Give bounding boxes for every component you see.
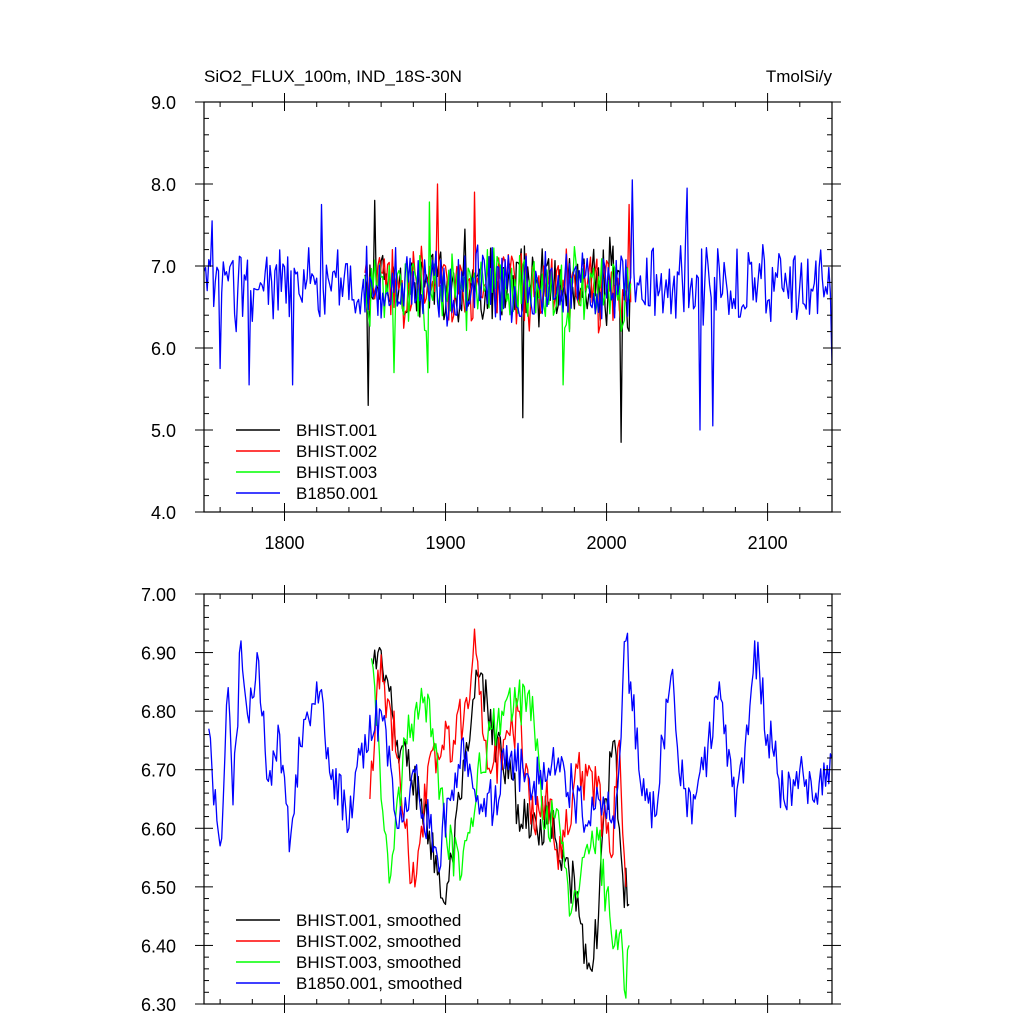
y-tick-label: 6.60 [141,819,176,839]
legend-label: BHIST.002, smoothed [296,932,461,951]
y-tick-label: 4.0 [151,503,176,523]
y-tick-label: 9.0 [151,93,176,113]
series-line-bottom-3 [370,658,630,999]
legend-label: B1850.001 [296,484,378,503]
y-tick-label: 6.0 [151,339,176,359]
x-tick-label: 1800 [264,533,304,553]
y-tick-label: 6.40 [141,936,176,956]
y-tick-label: 6.70 [141,761,176,781]
top-panel: 1800 1900 2000 2100 4.0 5.0 6.0 7.0 8.0 9.0 BHIST.… [151,93,841,553]
legend-label: BHIST.001 [296,421,377,440]
series-line-bottom-2 [369,628,627,888]
legend-label: BHIST.002 [296,442,377,461]
x-tick-label: 2100 [748,533,788,553]
series-line-top-4 [204,179,832,431]
y-tick-label: 7.00 [141,585,176,605]
plot-frame [203,593,833,1005]
series-line-bottom-1 [372,646,630,972]
legend-label: BHIST.001, smoothed [296,911,461,930]
legend-label: BHIST.003 [296,463,377,482]
y-tick-label: 8.0 [151,175,176,195]
chart-units: TmolSi/y [766,67,833,86]
y-tick-label: 6.90 [141,644,176,664]
plot-frame [203,101,833,513]
y-tick-label: 7.0 [151,257,176,277]
y-tick-label: 5.0 [151,421,176,441]
y-tick-label: 6.80 [141,702,176,722]
bottom-panel: 6.30 6.40 6.50 6.60 6.70 6.80 6.90 7.00 BHIST.00… [141,585,841,1015]
series-line-top-3 [364,201,632,386]
x-tick-label: 2000 [587,533,627,553]
x-tick-label: 1900 [426,533,466,553]
chart-title: SiO2_FLUX_100m, IND_18S-30N [204,67,462,86]
y-tick-label: 6.50 [141,878,176,898]
legend-label: B1850.001, smoothed [296,974,462,993]
series-line-bottom-4 [208,632,832,873]
y-tick-label: 6.30 [141,995,176,1015]
legend-label: BHIST.003, smoothed [296,953,461,972]
